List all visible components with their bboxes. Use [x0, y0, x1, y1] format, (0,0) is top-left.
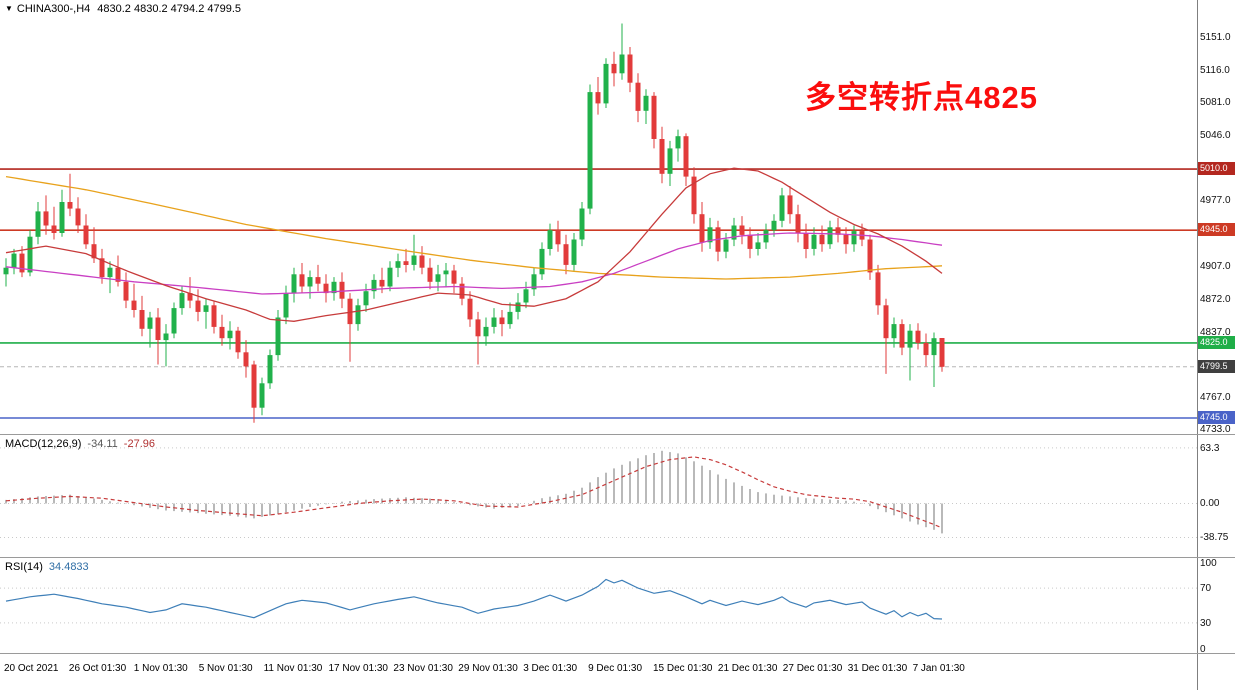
price-tick-label: 4977.0	[1200, 195, 1231, 207]
macd-tick-label: -38.75	[1200, 532, 1229, 544]
time-axis-label: 5 Nov 01:30	[198, 663, 253, 674]
time-axis-label: 7 Jan 01:30	[912, 663, 965, 674]
time-axis-label: 17 Nov 01:30	[328, 663, 389, 674]
price-panel: ▼ CHINA300-,H4 4830.2 4830.2 4794.2 4799.5…	[0, 0, 1235, 436]
price-tick-label: 5151.0	[1200, 31, 1231, 43]
macd-tick-label: 63.3	[1200, 442, 1220, 454]
price-level-badge: 5010.0	[1198, 162, 1235, 176]
macd-axis[interactable]: 63.3 0.00 -38.75	[1197, 435, 1235, 557]
time-axis-label: 11 Nov 01:30	[263, 663, 323, 674]
price-tick-label: 5046.0	[1200, 130, 1231, 142]
time-axis-label: 20 Oct 2021	[4, 663, 59, 674]
rsi-label: RSI(14)	[5, 561, 43, 573]
price-axis[interactable]: 5151.0 5116.0 5081.0 5046.0 4977.0 4907.0 4872…	[1197, 0, 1235, 436]
price-chart[interactable]	[0, 0, 1197, 434]
time-axis[interactable]: 20 Oct 2021 26 Oct 01:30 1 Nov 01:30 5 Nov …	[0, 653, 1235, 690]
price-tick-label: 4837.0	[1200, 326, 1231, 338]
time-axis-label: 1 Nov 01:30	[133, 663, 188, 674]
rsi-axis[interactable]: 100 70 30 0	[1197, 558, 1235, 655]
time-axis-label: 23 Nov 01:30	[393, 663, 453, 674]
current-price-badge: 4799.5	[1198, 359, 1235, 373]
rsi-tick-label: 70	[1200, 583, 1212, 595]
rsi-tick-label: 100	[1200, 558, 1217, 569]
time-axis-corner	[1197, 654, 1235, 690]
macd-value-main: -34.11	[87, 438, 118, 450]
price-tick-label: 5116.0	[1200, 64, 1230, 76]
rsi-tick-label: 30	[1200, 617, 1212, 629]
symbol-period-label: CHINA300-,H4	[16, 3, 91, 15]
time-axis-label: 15 Dec 01:30	[653, 663, 713, 674]
time-axis-label: 31 Dec 01:30	[847, 663, 908, 674]
time-axis-label: 29 Nov 01:30	[458, 663, 518, 674]
rsi-tick-label: 0	[1200, 644, 1206, 655]
price-level-badge: 4945.0	[1198, 223, 1235, 237]
rsi-value: 34.4833	[48, 561, 89, 573]
macd-tick-label: 0.00	[1200, 498, 1220, 510]
time-axis-label: 26 Oct 01:30	[68, 663, 127, 674]
time-axis-label: 3 Dec 01:30	[523, 663, 578, 674]
time-axis-label: 27 Dec 01:30	[782, 663, 843, 674]
macd-panel: MACD(12,26,9) -34.11 -27.96 63.3 0.00 -38.75	[0, 434, 1235, 557]
price-level-badge: 4745.0	[1198, 411, 1235, 425]
rsi-title: RSI(14) 34.4833	[5, 561, 89, 573]
chart-collapse-icon[interactable]: ▼	[5, 4, 13, 13]
chart-title: ▼ CHINA300-,H4 4830.2 4830.2 4794.2 4799.5	[5, 3, 241, 15]
price-tick-label: 4733.0	[1200, 424, 1231, 436]
macd-value-signal: -27.96	[123, 438, 155, 450]
rsi-panel: RSI(14) 34.4833 100 70 30 0	[0, 557, 1235, 655]
time-axis-label: 21 Dec 01:30	[717, 663, 778, 674]
rsi-chart[interactable]	[0, 558, 1197, 653]
price-tick-label: 4907.0	[1200, 260, 1231, 272]
time-axis-label: 9 Dec 01:30	[588, 663, 643, 674]
macd-title: MACD(12,26,9) -34.11 -27.96	[5, 438, 155, 450]
price-tick-label: 5081.0	[1200, 97, 1231, 109]
macd-chart[interactable]	[0, 435, 1197, 557]
price-tick-label: 4872.0	[1200, 293, 1231, 305]
annotation-text[interactable]: 多空转折点4825	[805, 80, 1038, 115]
price-level-badge: 4825.0	[1198, 335, 1235, 349]
price-tick-label: 4767.0	[1200, 392, 1231, 404]
macd-label: MACD(12,26,9)	[5, 438, 82, 450]
ohlc-values: 4830.2 4830.2 4794.2 4799.5	[97, 3, 242, 15]
